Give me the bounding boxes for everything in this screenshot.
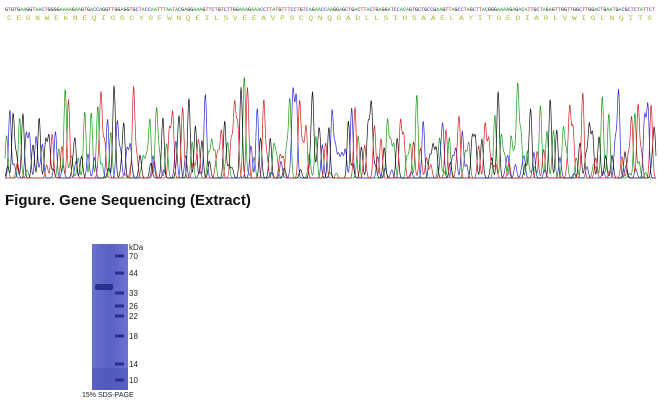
trace: [4, 77, 656, 179]
unit-label: kDa: [129, 243, 144, 252]
trace: [5, 86, 657, 179]
ladder-band: [115, 362, 124, 366]
trace: [4, 85, 657, 179]
ladder-band: [115, 254, 124, 258]
marker-label: 44: [129, 269, 138, 278]
marker-label: 18: [129, 332, 138, 341]
ladder-band: [115, 378, 124, 382]
protein-band: [95, 284, 113, 290]
ladder-band: [115, 304, 124, 308]
marker-label: 10: [129, 376, 138, 385]
protein-sequence: C E G N W E K N E Q I G G C Y G F W N Q …: [7, 15, 653, 22]
dna-sequence: GTGTGAAGGTAACTGGGGAAAAGAAGTGACCAGGTTGGAG…: [5, 7, 655, 13]
ladder-band: [115, 271, 124, 275]
figure-caption: Figure. Gene Sequencing (Extract): [5, 192, 251, 209]
chromatogram: [4, 77, 657, 179]
ladder-band: [115, 314, 124, 318]
marker-label: 33: [129, 289, 138, 298]
gel-caption: 15% SDS-PAGE: [82, 392, 134, 399]
marker-label: 14: [129, 360, 138, 369]
ladder-band: [115, 291, 124, 295]
marker-label: 26: [129, 302, 138, 311]
gel-front: [92, 368, 128, 390]
ladder-band: [115, 334, 124, 338]
marker-label: 70: [129, 252, 138, 261]
marker-label: 22: [129, 312, 138, 321]
